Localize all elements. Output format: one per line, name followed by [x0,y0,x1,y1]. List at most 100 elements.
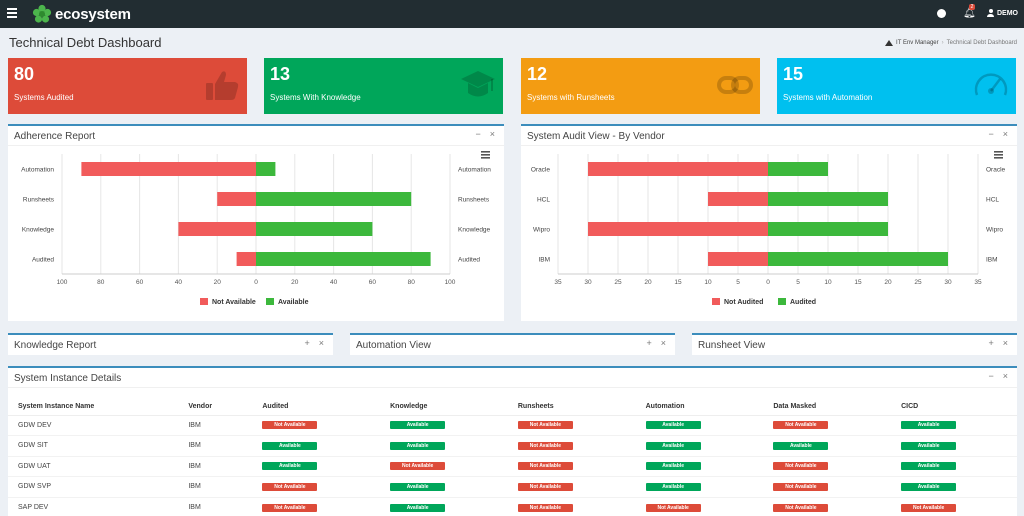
globe-icon[interactable] [937,9,946,18]
panel-tools: − × [988,129,1008,139]
legend-label: Audited [790,299,816,306]
close-icon[interactable]: × [1002,338,1008,348]
stat-value: 13 [270,64,291,84]
expand-icon[interactable]: + [304,338,310,348]
status-badge: Available [390,482,446,491]
stat-box-knowledge[interactable]: 13 Systems With Knowledge [264,58,503,114]
close-icon[interactable]: × [318,338,324,348]
bar-not-audited [588,222,768,236]
user-menu[interactable]: DEMO [987,9,1018,17]
column-header[interactable]: CICD [891,399,1017,416]
status-badge: Available [645,482,701,491]
status-cell: Available [763,435,892,456]
vendor-cell: IBM [178,414,253,436]
brand-logo[interactable]: ecosystem [32,3,131,25]
status-cell: Not Available [252,414,381,436]
breadcrumb-parent[interactable]: IT Env Manager [896,40,939,46]
close-icon[interactable]: × [1002,129,1008,139]
user-icon [987,9,994,17]
chart-menu-bar [994,154,1003,156]
stat-box-runsheets[interactable]: 12 Systems with Runsheets [521,58,760,114]
x-tick-label: 10 [704,279,712,286]
legend-swatch [266,298,274,305]
status-badge: Available [645,421,701,430]
minimize-icon[interactable]: − [475,129,481,139]
status-cell: Available [380,496,508,516]
brand-name: ecosystem [55,5,131,23]
bar-not-audited [588,162,768,176]
column-header[interactable]: Vendor [178,399,253,416]
chart-menu-icon[interactable] [994,151,1003,159]
status-badge: Not Available [390,462,446,471]
x-tick-label: 35 [554,279,562,286]
bell-icon[interactable]: 🔔︎ [963,8,976,19]
bar-not-audited [708,252,768,266]
status-cell: Not Available [635,496,764,516]
knowledge-report-panel: Knowledge Report + × [8,333,333,355]
status-badge: Not Available [901,503,957,512]
legend-swatch [778,298,786,305]
status-cell: Available [891,476,1017,497]
close-icon[interactable]: × [1002,371,1008,381]
instance-name-cell: GDW UAT [8,455,179,477]
table-row[interactable]: GDW SVP IBM Not Available Available Not Avai… [8,476,1017,497]
x-tick-label: 35 [974,279,982,286]
status-badge: Available [390,503,446,512]
panel-title: Knowledge Report [14,340,97,351]
chart-menu-bar [994,157,1003,159]
x-tick-label: 0 [766,279,770,286]
bar-not-audited [708,192,768,206]
instance-name-cell: SAP DEV [8,496,179,516]
category-label-left: HCL [537,197,550,204]
stat-box-audited[interactable]: 80 Systems Audited [8,58,247,114]
x-tick-label: 20 [214,279,222,286]
panel-title: System Instance Details [14,373,122,384]
column-header[interactable]: Knowledge [380,399,508,416]
status-badge: Available [901,462,957,471]
close-icon[interactable]: × [489,129,495,139]
status-badge: Available [390,421,446,430]
status-cell: Not Available [763,476,892,497]
status-cell: Available [380,414,508,436]
table-row[interactable]: GDW DEV IBM Not Available Available Not Avai… [8,414,1017,436]
chart-menu-icon[interactable] [481,151,490,159]
x-tick-label: 15 [674,279,682,286]
x-tick-label: 40 [330,279,338,286]
table-row[interactable]: GDW UAT IBM Available Not Available Not Avai… [8,455,1017,477]
vendor-cell: IBM [178,476,253,497]
status-cell: Available [635,435,764,456]
panel-tools: + × [304,338,324,348]
category-label-right: IBM [986,257,998,264]
minimize-icon[interactable]: − [988,371,994,381]
column-header[interactable]: Automation [635,399,764,416]
stat-box-automation[interactable]: 15 Systems with Automation [777,58,1016,114]
category-label-right: Automation [458,167,491,174]
warning-triangle-icon [885,40,894,46]
close-icon[interactable]: × [660,338,666,348]
status-cell: Not Available [252,496,381,516]
table-row[interactable]: GDW SIT IBM Available Available Not Availabl… [8,435,1017,456]
category-label-right: Runsheets [458,197,490,204]
category-label-right: Knowledge [458,227,491,234]
hamburger-menu-icon[interactable] [7,8,17,20]
expand-icon[interactable]: + [988,338,994,348]
minimize-icon[interactable]: − [988,129,994,139]
chart-menu-bar [994,151,1003,153]
status-cell: Not Available [891,496,1017,516]
column-header[interactable]: Runsheets [507,399,636,416]
system-instance-panel: System Instance Details − × System Insta… [8,366,1017,516]
top-navbar: ecosystem 🔔︎ 2 DEMO [0,0,1024,28]
bar-available [256,222,373,236]
panel-title: Runsheet View [698,340,766,351]
adherence-chart: 100 80 60 40 20 0 20 40 60 80 100 Automation Automat… [21,151,491,306]
status-badge: Not Available [517,462,573,471]
column-header[interactable]: Audited [252,399,381,416]
status-cell: Not Available [507,435,636,456]
table-row[interactable]: SAP DEV IBM Not Available Available Not Avai… [8,496,1017,516]
column-header[interactable]: Data Masked [763,399,892,416]
category-label-left: Knowledge [22,227,55,234]
stat-label: Systems With Knowledge [270,93,361,102]
status-badge: Not Available [773,503,829,512]
expand-icon[interactable]: + [646,338,652,348]
column-header[interactable]: System Instance Name [8,399,179,416]
